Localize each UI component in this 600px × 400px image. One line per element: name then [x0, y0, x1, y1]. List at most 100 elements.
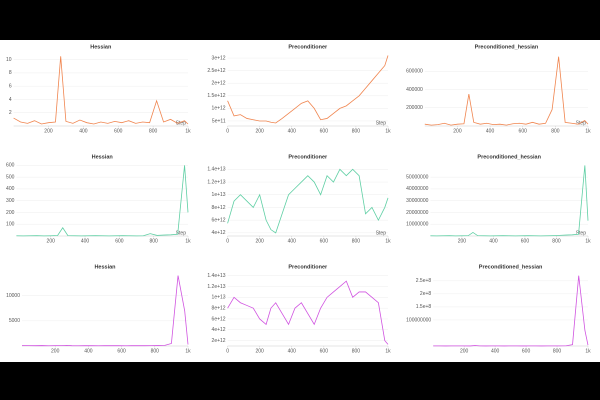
- y-tick-label: 2e+12: [212, 81, 226, 87]
- y-tick-label: 200: [6, 210, 15, 216]
- data-line: [16, 165, 189, 237]
- x-tick-label: 400: [84, 348, 93, 354]
- y-tick-label: 600: [6, 163, 15, 169]
- y-tick-label: 5e+11: [212, 118, 226, 124]
- x-tick-label: 800: [352, 128, 361, 134]
- x-tick-label: 400: [288, 238, 297, 244]
- x-tick-label: 1k: [585, 238, 591, 244]
- chart-title: Hessian: [92, 154, 114, 160]
- chart-title: Preconditioner: [288, 154, 328, 160]
- x-tick-label: 400: [486, 128, 495, 134]
- y-tick-label: 300: [6, 198, 15, 204]
- chart-title: Preconditioner: [288, 44, 328, 50]
- y-tick-label: 8e+12: [212, 205, 226, 211]
- y-tick-label: 200000: [406, 105, 423, 111]
- x-tick-label: 200: [458, 238, 467, 244]
- y-tick-label: 10000000: [406, 222, 428, 228]
- y-tick-label: 6e+12: [212, 217, 226, 223]
- y-tick-label: 8: [9, 70, 12, 76]
- x-axis-label: Step: [376, 120, 387, 126]
- y-tick-label: 2e+12: [212, 338, 226, 344]
- x-tick-label: 1k: [185, 238, 191, 244]
- x-axis-label: Step: [176, 120, 187, 126]
- x-tick-label: 400: [79, 128, 88, 134]
- panel-background: [0, 40, 600, 362]
- x-tick-label: 800: [553, 348, 562, 354]
- y-tick-label: 1e+13: [212, 192, 226, 198]
- x-tick-label: 200: [47, 238, 56, 244]
- y-tick-label: 1.5e+12: [207, 93, 225, 99]
- chart-title: Preconditioned_hessian: [475, 44, 539, 50]
- y-tick-label: 1.2e+13: [207, 284, 225, 290]
- x-tick-label: 200: [256, 348, 265, 354]
- y-tick-label: 2e+8: [420, 291, 431, 297]
- y-tick-label: 20000000: [406, 210, 428, 216]
- x-axis-label: Step: [576, 120, 587, 126]
- x-tick-label: 600: [519, 128, 528, 134]
- y-tick-label: 30000000: [406, 198, 428, 204]
- y-tick-label: 600000: [406, 69, 423, 75]
- chart-title: Preconditioned_hessian: [479, 264, 543, 270]
- y-tick-label: 10000: [6, 293, 20, 299]
- data-line: [13, 56, 189, 125]
- y-tick-label: 6: [9, 84, 12, 90]
- y-tick-label: 4e+12: [212, 230, 226, 236]
- y-tick-label: 6e+12: [212, 316, 226, 322]
- x-axis-label: Step: [176, 230, 187, 236]
- x-tick-label: 200: [460, 348, 469, 354]
- x-tick-label: 0: [226, 348, 229, 354]
- y-tick-label: 1e+13: [212, 295, 226, 301]
- data-line: [227, 168, 389, 234]
- data-line: [424, 56, 589, 126]
- y-tick-label: 10: [6, 57, 12, 63]
- x-tick-label: 1k: [585, 348, 591, 354]
- x-tick-label: 800: [552, 238, 561, 244]
- chart-title: Hessian: [94, 264, 116, 270]
- data-line: [21, 275, 189, 347]
- y-tick-label: 100: [6, 222, 15, 228]
- data-line: [227, 55, 389, 124]
- x-tick-label: 200: [256, 238, 265, 244]
- x-tick-label: 1k: [185, 348, 191, 354]
- x-tick-label: 800: [352, 348, 361, 354]
- y-tick-label: 2: [9, 110, 12, 116]
- x-tick-label: 600: [320, 348, 329, 354]
- x-tick-label: 1k: [185, 128, 191, 134]
- x-tick-label: 600: [117, 348, 126, 354]
- data-line: [433, 275, 589, 347]
- x-tick-label: 800: [149, 128, 158, 134]
- x-tick-label: 800: [551, 128, 560, 134]
- y-tick-label: 100000000: [406, 317, 431, 323]
- x-tick-label: 800: [150, 238, 159, 244]
- x-tick-label: 800: [352, 238, 361, 244]
- x-tick-label: 600: [522, 348, 531, 354]
- x-axis-label: Step: [376, 230, 387, 236]
- y-tick-label: 1.5e+8: [416, 304, 432, 310]
- y-tick-label: 1.4e+13: [207, 273, 225, 279]
- y-tick-label: 40000000: [406, 186, 428, 192]
- x-tick-label: 400: [81, 238, 90, 244]
- x-tick-label: 600: [115, 238, 124, 244]
- chart-title: Hessian: [90, 44, 112, 50]
- x-tick-label: 400: [288, 128, 297, 134]
- x-tick-label: 400: [491, 348, 500, 354]
- y-tick-label: 4: [9, 97, 12, 103]
- y-tick-label: 50000000: [406, 174, 428, 180]
- y-tick-label: 4e+12: [212, 327, 226, 333]
- y-tick-label: 2.5e+8: [416, 278, 432, 284]
- y-tick-label: 3e+12: [212, 55, 226, 61]
- x-tick-label: 800: [151, 348, 160, 354]
- y-tick-label: 5000: [9, 318, 20, 324]
- y-tick-label: 1.4e+13: [207, 167, 225, 173]
- y-tick-label: 400: [6, 186, 15, 192]
- y-tick-label: 400000: [406, 87, 423, 93]
- data-line: [430, 165, 589, 237]
- y-tick-label: 1e+12: [212, 106, 226, 112]
- x-tick-label: 400: [288, 348, 297, 354]
- chart-title: Preconditioner: [288, 264, 328, 270]
- x-tick-label: 600: [521, 238, 530, 244]
- y-tick-label: 2.5e+12: [207, 68, 225, 74]
- x-tick-label: 400: [489, 238, 498, 244]
- x-tick-label: 200: [44, 128, 53, 134]
